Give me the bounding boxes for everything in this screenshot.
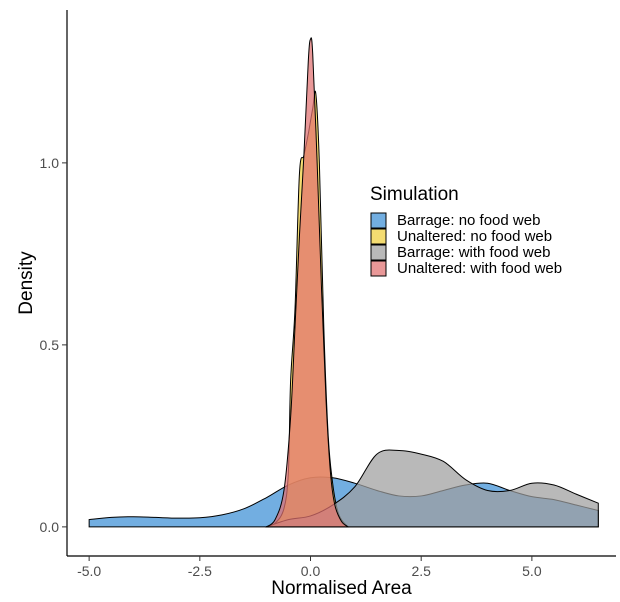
legend-swatch [370, 212, 387, 229]
legend: Simulation Barrage: no food webUnaltered… [370, 184, 562, 277]
y-ticks: 0.0 0.5 1.0 [40, 155, 67, 535]
x-axis-title: Normalised Area [271, 578, 412, 599]
density-area-series-4 [264, 37, 350, 528]
legend-label: Barrage: no food web [397, 212, 540, 229]
x-tick-label: -5.0 [77, 563, 101, 579]
legend-label: Unaltered: with food web [397, 260, 562, 277]
y-axis-title: Density [16, 251, 37, 315]
y-tick-label: 0.0 [40, 519, 60, 535]
x-tick-label: 0.0 [301, 563, 321, 579]
legend-swatch [370, 228, 387, 245]
legend-title: Simulation [370, 184, 459, 205]
y-tick-label: 0.5 [40, 337, 60, 353]
legend-swatch [370, 260, 387, 277]
legend-label: Unaltered: no food web [397, 228, 552, 245]
density-areas [88, 37, 599, 528]
x-tick-label: -2.5 [188, 563, 212, 579]
x-ticks: -5.0 -2.5 0.0 2.5 5.0 [77, 556, 542, 579]
y-tick-label: 1.0 [40, 155, 60, 171]
x-tick-label: 2.5 [411, 563, 431, 579]
legend-swatch [370, 244, 387, 261]
legend-label: Barrage: with food web [397, 244, 550, 261]
x-tick-label: 5.0 [522, 563, 542, 579]
